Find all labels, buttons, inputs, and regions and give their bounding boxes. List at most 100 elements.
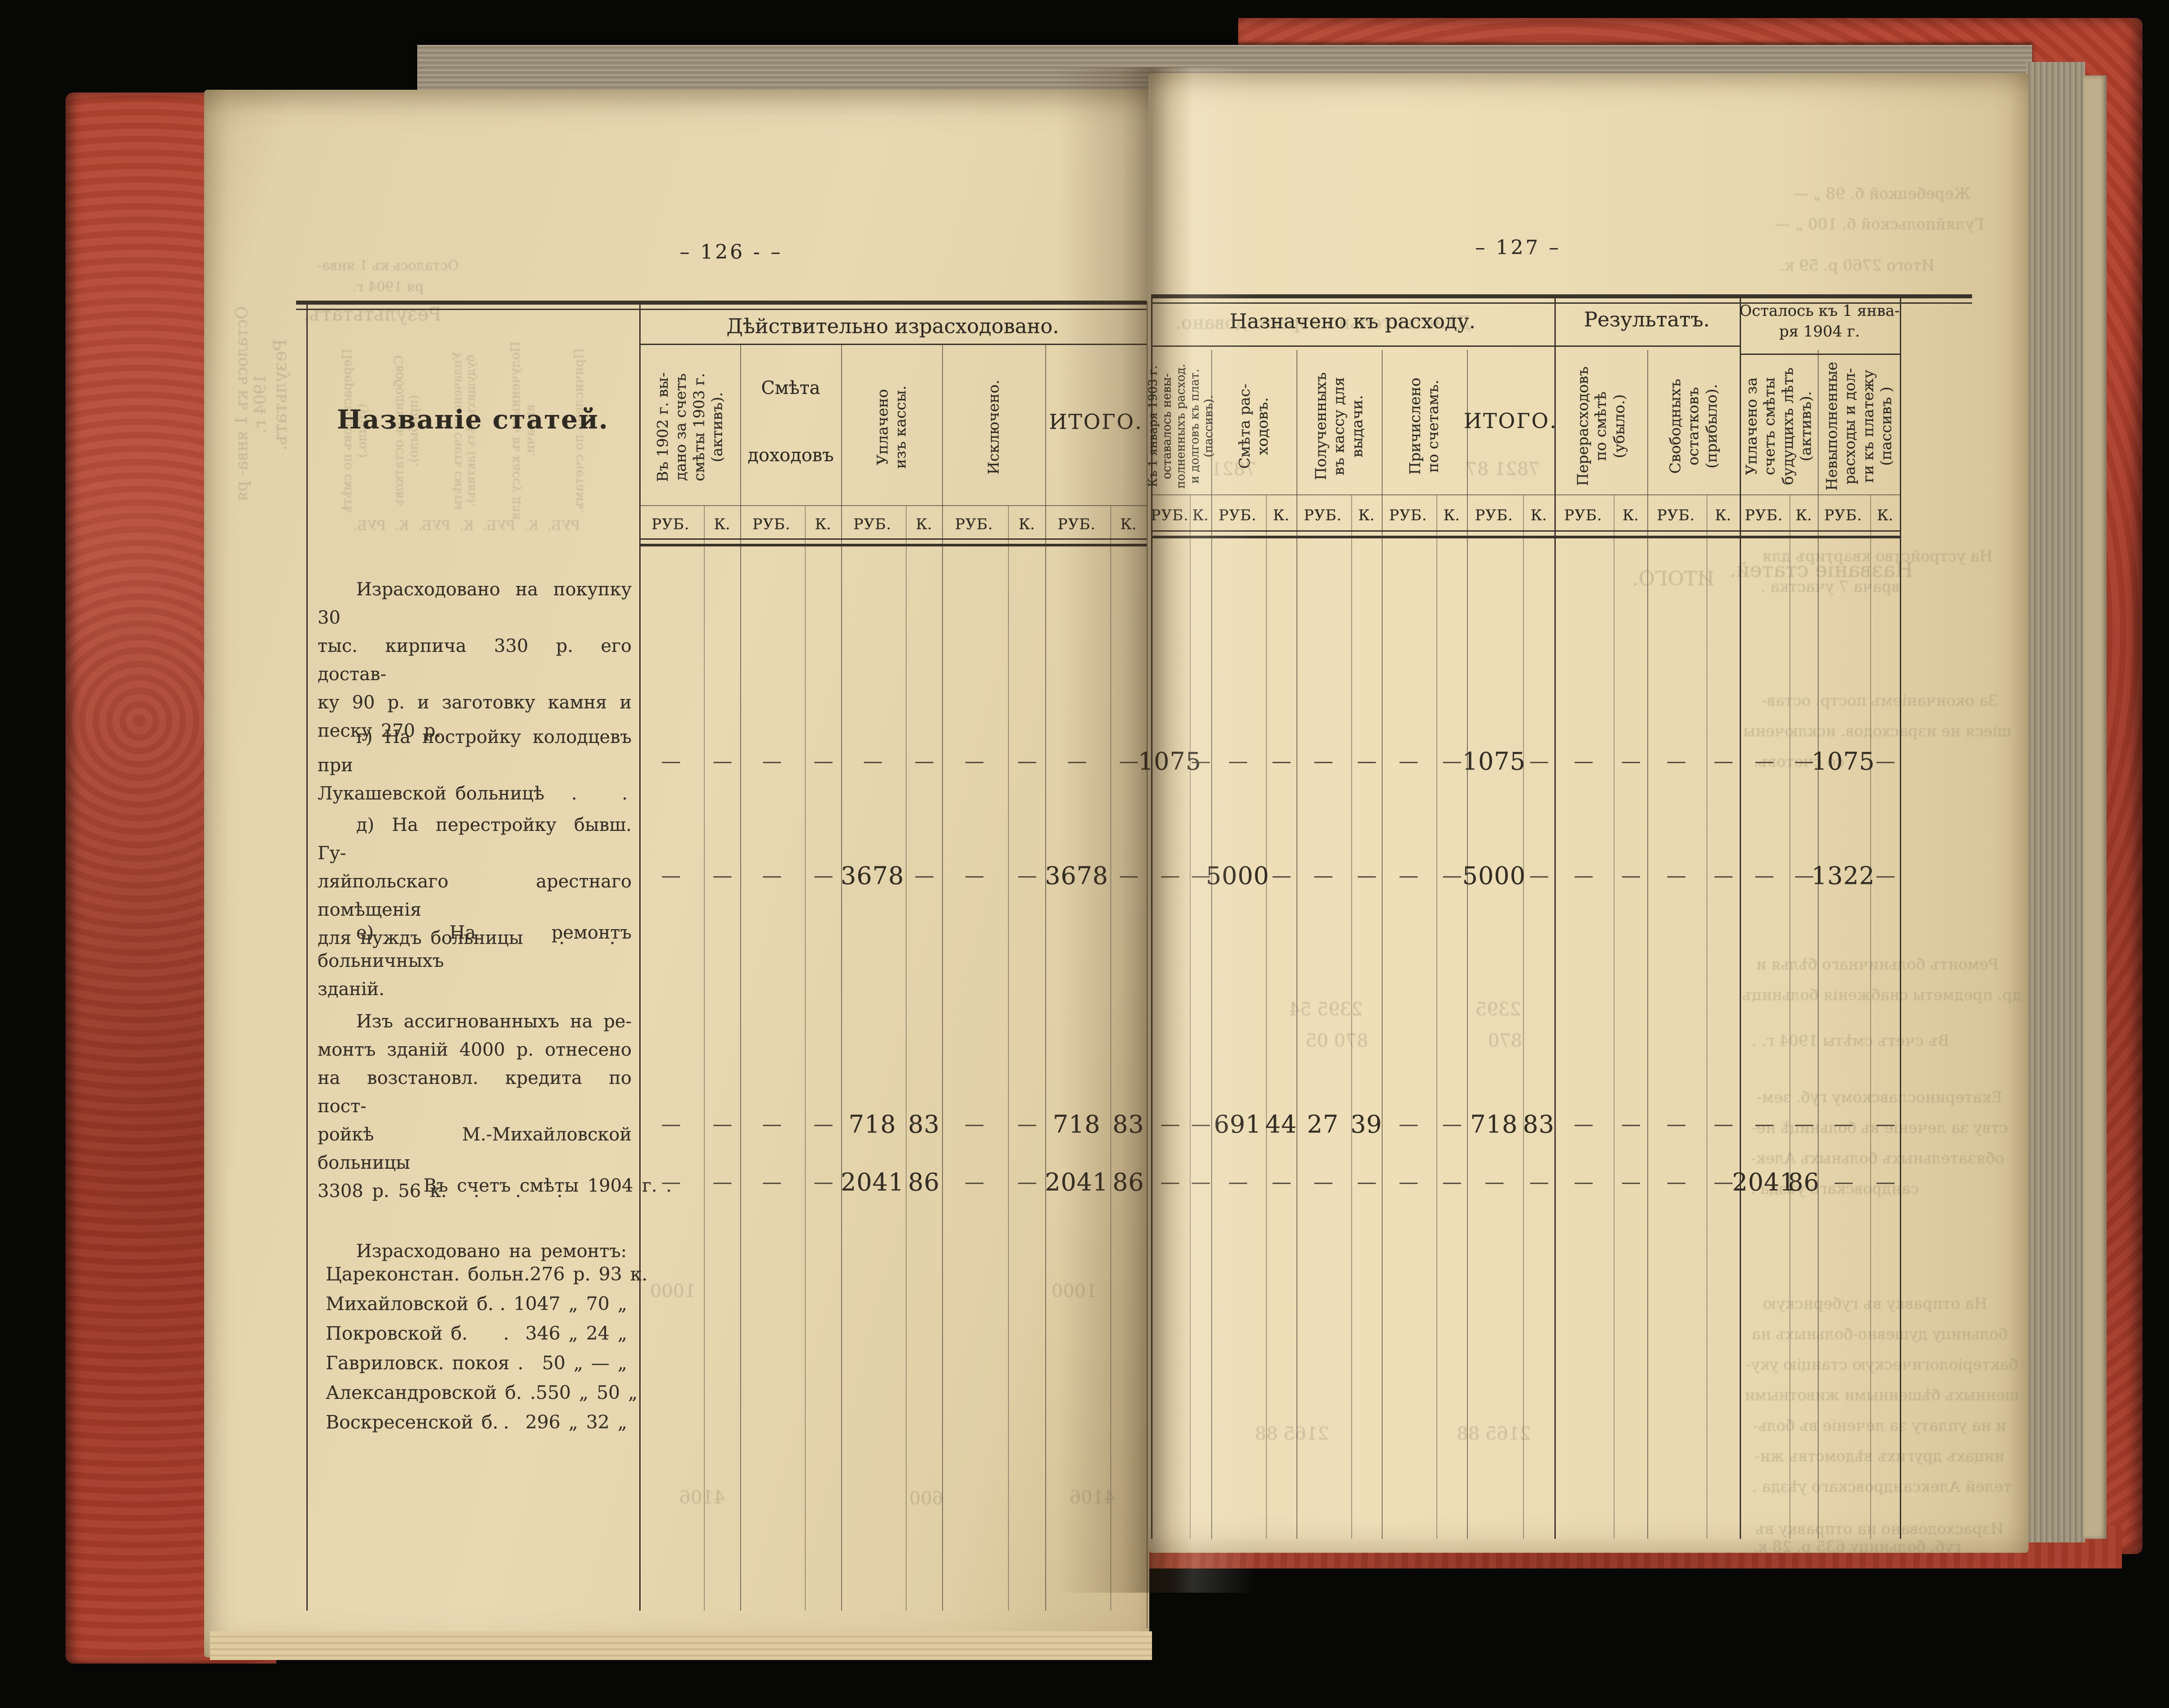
bleed-through-text: Названіе статей. [1729,558,1913,582]
amount-cell: — [1357,864,1377,887]
group-header-actually-spent: Дѣйствительно израсходовано. [726,314,1059,338]
repair-list-row: Цареконстан. больн. 276 р. 93 к. [326,1263,647,1285]
unit-rub-label: РУБ. [752,515,791,533]
amount-cell: — [1876,1171,1895,1194]
bleed-through-text: ИТОГО. [1632,567,1715,590]
page-126 [204,90,1149,1657]
amount-cell: — [813,1171,834,1194]
article-line: ройкѣ М.-Михайловской больницы [318,1124,632,1173]
page-fan-bottom-edge [210,1631,1152,1660]
unit-rub-label: РУБ. [1057,515,1096,533]
bleed-through-text: Осталось къ 1 янва- ря 1904 г. [233,306,270,502]
amount-cell: — [661,750,681,773]
table-rule [1211,350,1212,1539]
table-rule [1870,495,1872,1539]
table-rule [704,506,705,1611]
amount-cell: — [661,1171,681,1194]
amount-cell: — [1621,1171,1641,1194]
amount-cell: — [1529,1171,1549,1194]
table-rule [1151,302,1972,304]
table-rule [639,301,641,1611]
table-rule [1151,294,1972,298]
amount-cell: — [1228,1171,1248,1194]
column-header: Свободныхъ остатковъ (прибыло). [1666,379,1720,474]
amount-cell: — [1876,864,1895,887]
column-header-itogo: ИТОГО. [1049,410,1143,434]
bleed-through-text: ницахъ другихъ вѣдомствъ жи- [1754,1447,2005,1465]
unit-rub-label: РУБ. [1657,506,1695,524]
amount-cell: — [762,1113,782,1136]
bleed-through-text: Итого 2760 р. 59 к. [1780,257,1935,275]
bleed-through-text: Осталось къ 1 янва- [317,258,459,274]
article-text: е) На ремонтъ больничныхъ зданій. [318,919,632,1004]
table-rule [841,345,842,1611]
article-line: монтъ зданій 4000 р. отнесено [318,1040,632,1060]
unit-kop-label: К. [1530,506,1547,524]
article-line: Изъ ассигнованныхъ на ре- [356,1011,632,1032]
column-header: Смѣта доходовъ [747,378,834,466]
amount-cell: — [1398,1171,1418,1194]
amount-cell: — [1574,750,1593,773]
article-line: д) На перестройку бывш. Гу- [318,815,632,864]
article-line: Лукашевской больницѣ . . [318,783,628,804]
amount-cell: — [1833,1113,1854,1136]
amount-cell: — [1160,1113,1180,1136]
amount-cell: — [1754,750,1774,773]
page-number-left: – 126 - – [680,240,783,264]
article-text: Изъ ассигнованныхъ на ре-монтъ зданій 40… [318,1008,632,1206]
group-header-remaining: Осталось къ 1 янва- ря 1904 г. [1739,302,1900,341]
bleed-through-text: Въ счетъ смѣты 1904 г. . [1751,1032,1950,1050]
amount-cell: 718 [1470,1110,1518,1139]
article-line: тыс. кирпича 330 р. его достав- [318,636,632,685]
table-rule [1151,530,1900,532]
article-text: д) На перестройку бывш. Гу-ляйпольскаго … [318,811,632,952]
repair-name: Покровской б. [326,1323,468,1344]
bleed-through-text: 4106 [679,1487,725,1508]
table-rule [1706,495,1707,1539]
column-header: Уплачено изъ кассы. [873,385,909,469]
amount-cell: — [1191,1113,1211,1136]
amount-cell: — [863,750,883,773]
bleed-through-text: 2165 88 [1457,1424,1531,1444]
unit-rub-label: РУБ. [651,515,690,533]
article-text: г) На постройку колодцевъ при Лукашевской… [318,723,632,808]
amount-cell: — [762,864,782,887]
bleed-through-text: 600 [909,1488,944,1509]
repair-list-row: Михайловской б.. 1047 „ 70 „ [326,1293,627,1315]
amount-cell: — [1833,1171,1854,1194]
amount-cell: — [1313,864,1333,887]
amount-cell: — [1442,864,1462,887]
table-rule [906,506,907,1611]
table-rule [1740,354,1900,355]
amount-cell: 44 [1265,1110,1297,1139]
table-rule [639,344,1147,345]
amount-cell: — [1271,864,1292,887]
table-rule [1467,350,1468,1539]
unit-kop-label: К. [1877,506,1894,524]
amount-cell: — [1574,1113,1593,1136]
column-header: Причислено по счетамъ. [1406,377,1442,475]
page-stack-right-edge [2026,62,2085,1542]
page-stack-right-edge2 [2083,75,2107,1539]
amount-cell: — [1754,1113,1774,1136]
amount-cell: 27 [1307,1110,1339,1139]
amount-cell: — [964,750,984,773]
unit-rub-label: РУБ. [1218,506,1257,524]
unit-rub-label: РУБ. [955,515,993,533]
unit-kop-label: К. [1192,506,1209,524]
amount-cell: 718 [848,1110,896,1139]
amount-cell: 1075 [1138,747,1202,776]
unit-rub-label: РУБ. [1304,506,1342,524]
repair-name: Гавриловск. покоя . [326,1352,524,1374]
amount-cell: — [1271,1171,1292,1194]
table-rule [1151,536,1900,538]
table-rule [1008,506,1009,1611]
amount-cell: — [661,864,681,887]
table-rule [805,506,806,1611]
repair-list-row: Александровской б. . 550 „ 50 „ [326,1382,637,1403]
bleed-through-text: На отправку въ губернскую [1763,1295,1988,1313]
amount-cell: 2041 [1045,1168,1109,1197]
amount-cell: — [1119,864,1139,887]
amount-cell: — [964,1171,984,1194]
bleed-through-text: Результатъ. [270,339,291,451]
